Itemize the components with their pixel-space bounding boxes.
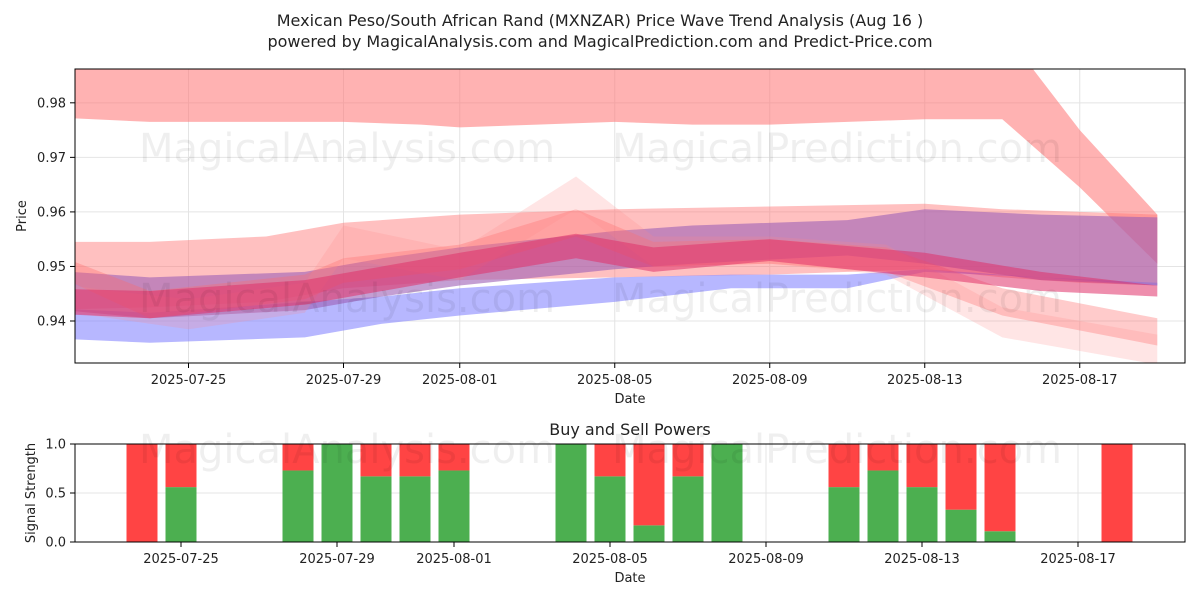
price-x-tick-label: 2025-08-17 [1042, 373, 1118, 388]
buy-bar [165, 487, 197, 542]
signal-x-tick-label: 2025-07-29 [299, 552, 375, 567]
buy-bar [633, 525, 665, 542]
price-y-tick-label: 0.94 [37, 315, 66, 330]
signal-x-tick-label: 2025-07-25 [143, 552, 219, 567]
signal-panel: Buy and Sell Powers MagicalAnalysis.com … [24, 420, 1186, 586]
price-x-tick-label: 2025-08-09 [732, 373, 808, 388]
price-plot-frame [74, 68, 1186, 364]
signal-x-tick-label: 2025-08-13 [884, 552, 960, 567]
watermark-prediction-top: MagicalPrediction.com [612, 126, 1062, 172]
sell-bar [438, 444, 470, 471]
price-x-ticks: 2025-07-25 2025-07-29 2025-08-01 2025-08-05… [151, 363, 1118, 388]
price-x-axis-label: Date [614, 392, 645, 407]
buy-bar [438, 470, 470, 542]
price-band-wave-2 [75, 176, 1158, 363]
watermark-prediction-mid: MagicalPrediction.com [612, 276, 1062, 322]
buy-bar [282, 470, 314, 542]
price-y-tick-label: 0.97 [37, 151, 66, 166]
signal-x-tick-label: 2025-08-01 [416, 552, 492, 567]
buy-bar [360, 476, 392, 542]
sell-bar [945, 444, 977, 510]
watermark-prediction-bottom: MagicalPrediction.com [612, 427, 1062, 473]
sell-bar [1101, 444, 1133, 542]
sell-bar [594, 444, 626, 477]
buy-bar [321, 444, 353, 542]
price-x-tick-label: 2025-08-13 [887, 373, 963, 388]
watermark-analysis-top: MagicalAnalysis.com [139, 126, 555, 172]
sell-bar [867, 444, 899, 471]
price-panel: MagicalAnalysis.com MagicalPrediction.co… [15, 68, 1186, 407]
signal-x-tick-label: 2025-08-17 [1040, 552, 1116, 567]
chart-title-line2: powered by MagicalAnalysis.com and Magic… [267, 32, 932, 51]
price-x-tick-label: 2025-08-05 [577, 373, 653, 388]
signal-panel-title: Buy and Sell Powers [549, 420, 711, 439]
sell-bar [282, 444, 314, 471]
buy-bar [984, 531, 1016, 542]
price-y-ticks: 0.94 0.95 0.96 0.97 0.98 [37, 96, 75, 330]
chart-title-line1: Mexican Peso/South African Rand (MXNZAR)… [277, 11, 924, 30]
signal-x-tick-label: 2025-08-05 [572, 552, 648, 567]
buy-bar [594, 476, 626, 542]
price-bands [75, 69, 1158, 363]
sell-bar [126, 444, 158, 542]
price-band-upper-red [75, 69, 1158, 264]
price-y-tick-label: 0.96 [37, 205, 66, 220]
signal-x-tick-label: 2025-08-09 [728, 552, 804, 567]
watermark-analysis-mid: MagicalAnalysis.com [139, 276, 555, 322]
sell-bar [906, 444, 938, 488]
buy-bar [555, 444, 587, 542]
watermark-analysis-bottom: MagicalAnalysis.com [139, 427, 555, 473]
buy-bar [711, 444, 743, 542]
sell-bar [828, 444, 860, 488]
buy-bar [945, 509, 977, 542]
buy-bar [867, 470, 899, 542]
signal-x-ticks: 2025-07-25 2025-07-29 2025-08-01 2025-08-05… [143, 542, 1116, 567]
price-x-tick-label: 2025-08-01 [422, 373, 498, 388]
sell-bar [672, 444, 704, 477]
signal-y-tick-label: 0.5 [45, 487, 66, 502]
price-x-tick-label: 2025-07-29 [306, 373, 382, 388]
sell-bar [399, 444, 431, 477]
price-x-tick-label: 2025-07-25 [151, 373, 227, 388]
price-y-tick-label: 0.95 [37, 260, 66, 275]
signal-y-tick-label: 0.0 [45, 536, 66, 551]
sell-bar [360, 444, 392, 477]
price-y-tick-label: 0.98 [37, 96, 66, 111]
signal-y-axis-label: Signal Strength [24, 443, 39, 543]
sell-bar [165, 444, 197, 488]
price-band-wave-3 [75, 233, 1158, 319]
signal-y-ticks: 0.0 0.5 1.0 [45, 438, 75, 551]
signal-bars [126, 444, 1133, 542]
signal-y-tick-label: 1.0 [45, 438, 66, 453]
price-y-axis-label: Price [15, 200, 30, 232]
sell-bar [633, 444, 665, 526]
price-band-blue-channel [75, 269, 1158, 343]
buy-bar [828, 487, 860, 542]
buy-bar [672, 476, 704, 542]
buy-bar [906, 487, 938, 542]
buy-bar [399, 476, 431, 542]
sell-bar [984, 444, 1016, 532]
signal-x-axis-label: Date [614, 571, 645, 586]
